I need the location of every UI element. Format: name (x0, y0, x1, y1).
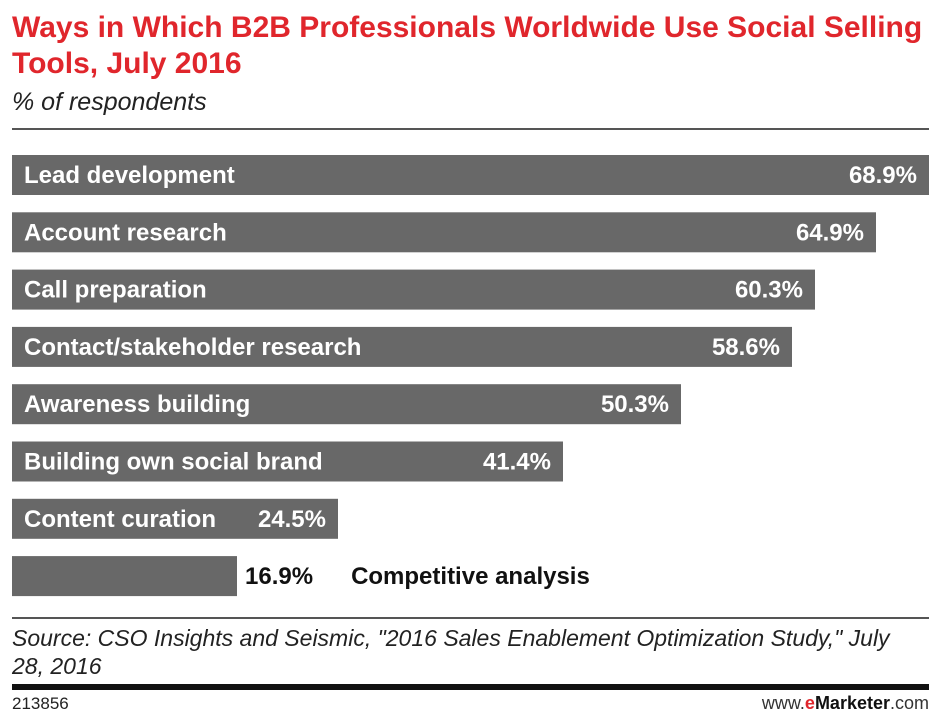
category-label: Contact/stakeholder research (24, 334, 361, 361)
header-divider (12, 128, 929, 130)
category-label: Content curation (24, 506, 216, 533)
bar (12, 498, 338, 539)
category-label: Building own social brand (24, 449, 323, 476)
value-label: 68.9% (849, 162, 917, 189)
brand-suffix: .com (889, 693, 929, 713)
bar (12, 212, 876, 253)
bar-group: Awareness building 50.3% (12, 384, 681, 425)
brand-link[interactable]: www.eMarketer.com (762, 693, 929, 714)
chart-subtitle: % of respondents (12, 88, 207, 116)
category-label: Call preparation (24, 277, 207, 304)
brand-main: Marketer (814, 693, 890, 713)
bar (12, 269, 815, 310)
value-label: 58.6% (712, 334, 780, 361)
bar (12, 326, 792, 367)
footer-divider (12, 684, 929, 690)
chart-id: 213856 (12, 694, 69, 713)
bar-group: Lead development 68.9% (12, 155, 929, 195)
category-label: Competitive analysis (351, 563, 590, 590)
value-label: 60.3% (735, 277, 803, 304)
bar (12, 384, 681, 425)
bar-group: Building own social brand 41.4% (12, 441, 563, 482)
bar-group: Contact/stakeholder research 58.6% (12, 326, 792, 367)
brand-prefix: www. (761, 693, 805, 713)
source-note: Source: CSO Insights and Seismic, "2016 … (12, 625, 890, 679)
bar-group: Call preparation 60.3% (12, 269, 815, 310)
source-divider (12, 617, 929, 619)
bar-group: Competitive analysis 16.9% (12, 556, 590, 597)
value-label: 24.5% (258, 506, 326, 533)
bar (12, 155, 929, 195)
bar-group: Content curation 24.5% (12, 498, 338, 539)
value-label: 16.9% (245, 563, 313, 590)
chart-title: Ways in Which B2B Professionals Worldwid… (12, 11, 923, 80)
value-label: 50.3% (601, 391, 669, 418)
bar (12, 441, 563, 482)
category-label: Lead development (24, 162, 235, 189)
value-label: 64.9% (796, 219, 864, 246)
category-label: Account research (24, 219, 227, 246)
bar-group: Account research 64.9% (12, 212, 876, 253)
bar (12, 556, 237, 597)
value-label: 41.4% (483, 449, 551, 476)
brand-e: e (804, 693, 815, 713)
bar-chart: Lead development 68.9% Account research 64.… (12, 155, 929, 597)
category-label: Awareness building (24, 391, 250, 418)
